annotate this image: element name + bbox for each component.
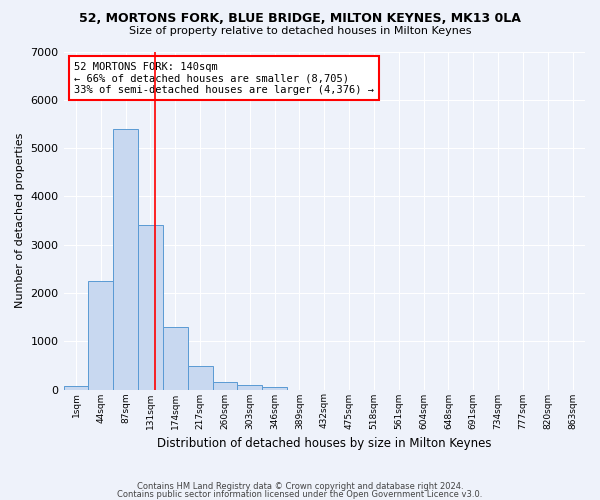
Bar xyxy=(163,326,188,390)
Y-axis label: Number of detached properties: Number of detached properties xyxy=(15,133,25,308)
Text: 52 MORTONS FORK: 140sqm
← 66% of detached houses are smaller (8,705)
33% of semi: 52 MORTONS FORK: 140sqm ← 66% of detache… xyxy=(74,62,374,95)
Bar xyxy=(238,384,262,390)
Bar xyxy=(188,366,212,390)
Bar xyxy=(88,281,113,390)
Text: Size of property relative to detached houses in Milton Keynes: Size of property relative to detached ho… xyxy=(129,26,471,36)
Text: 52, MORTONS FORK, BLUE BRIDGE, MILTON KEYNES, MK13 0LA: 52, MORTONS FORK, BLUE BRIDGE, MILTON KE… xyxy=(79,12,521,26)
Text: Contains HM Land Registry data © Crown copyright and database right 2024.: Contains HM Land Registry data © Crown c… xyxy=(137,482,463,491)
Bar xyxy=(113,129,138,390)
Bar xyxy=(262,387,287,390)
X-axis label: Distribution of detached houses by size in Milton Keynes: Distribution of detached houses by size … xyxy=(157,437,491,450)
Bar xyxy=(138,226,163,390)
Text: Contains public sector information licensed under the Open Government Licence v3: Contains public sector information licen… xyxy=(118,490,482,499)
Bar xyxy=(212,382,238,390)
Bar xyxy=(64,386,88,390)
